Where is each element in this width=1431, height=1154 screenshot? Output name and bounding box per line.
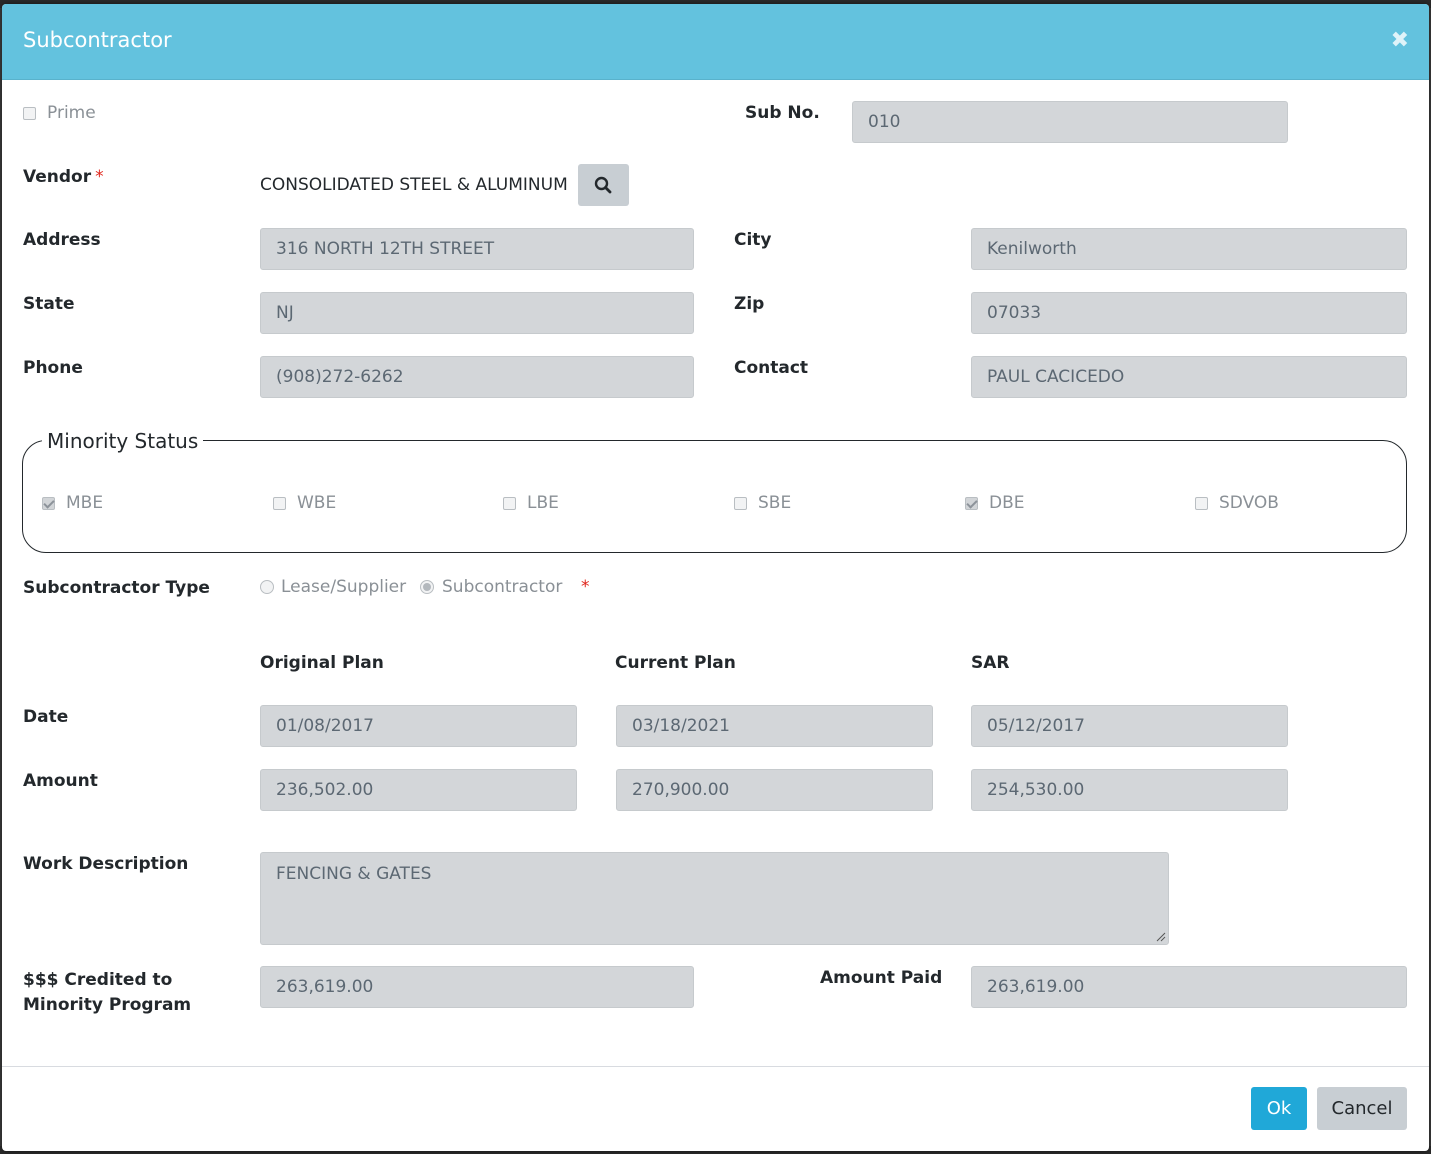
phone-field[interactable]: (908)272-6262 bbox=[260, 356, 694, 398]
original-plan-header: Original Plan bbox=[260, 653, 384, 673]
sar-amount-field[interactable]: 254,530.00 bbox=[971, 769, 1288, 811]
amount-paid-label: Amount Paid bbox=[820, 968, 943, 988]
work-description-textarea[interactable]: FENCING & GATES bbox=[260, 852, 1169, 945]
sub-no-field[interactable]: 010 bbox=[852, 101, 1288, 143]
prime-label: Prime bbox=[47, 103, 96, 123]
dbe-label: DBE bbox=[989, 493, 1025, 513]
footer-divider bbox=[2, 1066, 1429, 1067]
wbe-label: WBE bbox=[297, 493, 337, 513]
credited-label: $$$ Credited to Minority Program bbox=[23, 970, 192, 1015]
original-plan-date-field[interactable]: 01/08/2017 bbox=[260, 705, 577, 747]
dialog-header: Subcontractor ✖ bbox=[2, 4, 1429, 80]
minority-status-legend: Minority Status bbox=[42, 429, 204, 453]
vendor-label: Vendor * bbox=[23, 167, 104, 187]
address-field[interactable]: 316 NORTH 12TH STREET bbox=[260, 228, 694, 270]
credited-field[interactable]: 263,619.00 bbox=[260, 966, 694, 1008]
phone-label: Phone bbox=[23, 358, 83, 378]
dbe-checkbox[interactable] bbox=[965, 497, 978, 510]
amount-label: Amount bbox=[23, 771, 98, 791]
ok-button[interactable]: Ok bbox=[1251, 1087, 1307, 1130]
sar-date-field[interactable]: 05/12/2017 bbox=[971, 705, 1288, 747]
subcontractor-radio-label: Subcontractor bbox=[442, 577, 563, 597]
state-label: State bbox=[23, 294, 75, 314]
prime-checkbox[interactable] bbox=[23, 107, 36, 120]
subcontractor-dialog: Subcontractor ✖ Prime Sub No. 010 Vendor… bbox=[2, 4, 1429, 1151]
current-plan-date-field[interactable]: 03/18/2021 bbox=[616, 705, 933, 747]
sbe-checkbox[interactable] bbox=[734, 497, 747, 510]
sdvob-label: SDVOB bbox=[1219, 493, 1279, 513]
lease-supplier-label: Lease/Supplier bbox=[281, 577, 407, 597]
sdvob-checkbox[interactable] bbox=[1195, 497, 1208, 510]
state-field[interactable]: NJ bbox=[260, 292, 694, 334]
subcontractor-type-label: Subcontractor Type bbox=[23, 578, 210, 598]
resize-grip-icon[interactable] bbox=[1156, 932, 1166, 942]
address-label: Address bbox=[23, 230, 101, 250]
cancel-button[interactable]: Cancel bbox=[1317, 1087, 1407, 1130]
search-icon bbox=[594, 176, 612, 194]
required-mark: * bbox=[581, 577, 590, 597]
work-description-text: FENCING & GATES bbox=[276, 864, 432, 884]
current-plan-amount-field[interactable]: 270,900.00 bbox=[616, 769, 933, 811]
close-icon[interactable]: ✖ bbox=[1390, 28, 1409, 53]
lbe-label: LBE bbox=[527, 493, 559, 513]
dialog-title: Subcontractor bbox=[23, 28, 172, 52]
minority-status-group bbox=[22, 440, 1407, 553]
lease-supplier-radio[interactable] bbox=[260, 580, 274, 594]
sbe-label: SBE bbox=[758, 493, 792, 513]
sar-header: SAR bbox=[971, 653, 1010, 673]
city-label: City bbox=[734, 230, 772, 250]
amount-paid-field[interactable]: 263,619.00 bbox=[971, 966, 1407, 1008]
contact-label: Contact bbox=[734, 358, 809, 378]
work-description-label: Work Description bbox=[23, 854, 189, 874]
required-mark: * bbox=[95, 167, 104, 187]
current-plan-header: Current Plan bbox=[615, 653, 736, 673]
subcontractor-radio[interactable] bbox=[420, 580, 434, 594]
zip-label: Zip bbox=[734, 294, 765, 314]
sub-no-label: Sub No. bbox=[745, 103, 820, 123]
zip-field[interactable]: 07033 bbox=[971, 292, 1407, 334]
city-field[interactable]: Kenilworth bbox=[971, 228, 1407, 270]
date-label: Date bbox=[23, 707, 69, 727]
mbe-label: MBE bbox=[66, 493, 104, 513]
lbe-checkbox[interactable] bbox=[503, 497, 516, 510]
mbe-checkbox[interactable] bbox=[42, 497, 55, 510]
vendor-search-button[interactable] bbox=[578, 164, 629, 206]
original-plan-amount-field[interactable]: 236,502.00 bbox=[260, 769, 577, 811]
wbe-checkbox[interactable] bbox=[273, 497, 286, 510]
contact-field[interactable]: PAUL CACICEDO bbox=[971, 356, 1407, 398]
vendor-name: CONSOLIDATED STEEL & ALUMINUM bbox=[260, 175, 568, 195]
